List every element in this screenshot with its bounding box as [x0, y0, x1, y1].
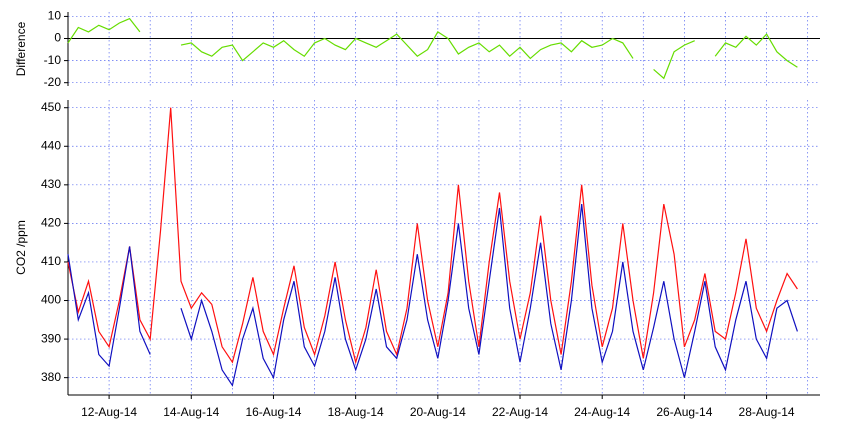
y-tick-label: 0 — [54, 31, 61, 45]
y-tick-label: -10 — [44, 53, 62, 67]
y-tick-label: 430 — [41, 177, 61, 191]
x-tick-label: 16-Aug-14 — [245, 405, 301, 419]
y-tick-label: 400 — [41, 293, 61, 307]
x-tick-label: 26-Aug-14 — [656, 405, 712, 419]
y-tick-label: 390 — [41, 331, 61, 345]
data-line — [67, 204, 798, 387]
data-line — [67, 17, 798, 80]
x-tick-label: 18-Aug-14 — [328, 405, 384, 419]
x-tick-label: 12-Aug-14 — [81, 405, 137, 419]
y-tick-label: 410 — [41, 254, 61, 268]
x-tick-label: 24-Aug-14 — [574, 405, 630, 419]
x-tick-label: 14-Aug-14 — [163, 405, 219, 419]
x-tick-label: 28-Aug-14 — [739, 405, 795, 419]
x-tick-label: 22-Aug-14 — [492, 405, 548, 419]
y-tick-label: 10 — [48, 9, 62, 23]
y-tick-label: 420 — [41, 216, 61, 230]
x-tick-label: 20-Aug-14 — [410, 405, 466, 419]
y-tick-label: 440 — [41, 138, 61, 152]
y-axis-label: CO2 /ppm — [14, 220, 28, 275]
data-line — [67, 107, 798, 365]
y-tick-label: -20 — [44, 75, 62, 89]
y-tick-label: 450 — [41, 100, 61, 114]
y-tick-label: 380 — [41, 370, 61, 384]
y-axis-label: Difference — [14, 21, 28, 76]
